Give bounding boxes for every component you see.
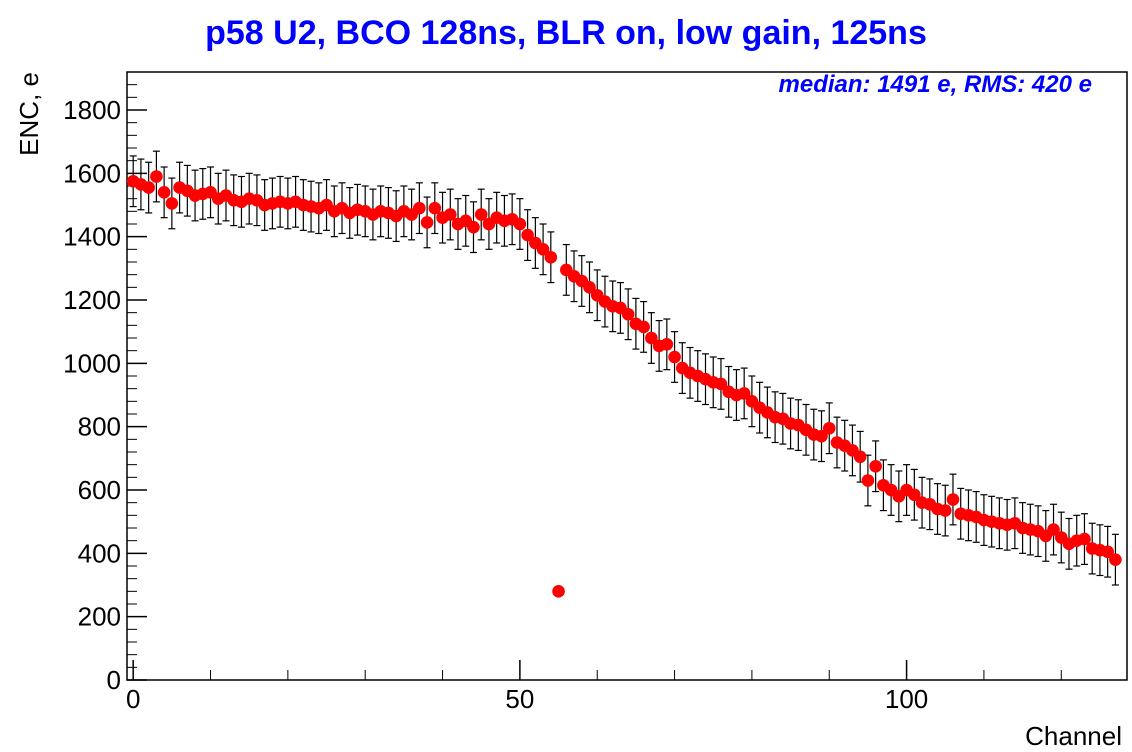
x-tick-label: 50 xyxy=(505,684,534,714)
y-tick-label: 1400 xyxy=(63,222,121,252)
x-tick-label: 0 xyxy=(126,684,140,714)
data-point xyxy=(420,216,434,229)
data-point xyxy=(660,338,674,351)
data-point xyxy=(467,220,480,234)
data-point xyxy=(869,459,882,473)
data-point xyxy=(1101,545,1114,559)
y-tick-label: 800 xyxy=(78,412,121,442)
data-point xyxy=(428,201,442,215)
data-point xyxy=(165,197,179,210)
y-tick-label: 600 xyxy=(78,475,121,505)
data-point xyxy=(521,228,534,242)
y-tick-label: 1800 xyxy=(63,95,121,125)
data-point xyxy=(544,250,558,264)
y-tick-label: 400 xyxy=(78,538,121,568)
x-tick-label: 100 xyxy=(885,684,928,714)
data-point xyxy=(443,208,457,221)
data-point xyxy=(668,350,681,364)
data-point xyxy=(1047,523,1060,536)
data-points xyxy=(126,170,1122,598)
x-axis-label: Channel xyxy=(1025,721,1122,751)
data-point xyxy=(513,217,527,231)
y-tick-label: 1200 xyxy=(63,285,121,315)
data-point xyxy=(157,186,171,199)
data-point xyxy=(621,307,635,321)
data-point xyxy=(946,493,960,506)
axes: 0 200 400 600 800 1000 1200 1400 1600 1800 0 50 100 xyxy=(63,71,1062,714)
data-point xyxy=(861,474,875,487)
data-point xyxy=(583,281,596,294)
y-tick-label: 0 xyxy=(107,665,121,695)
data-point xyxy=(815,429,828,443)
chart-title: p58 U2, BCO 128ns, BLR on, low gain, 125… xyxy=(205,14,927,52)
plot-frame xyxy=(126,71,1128,681)
data-point xyxy=(1078,532,1091,546)
data-point xyxy=(714,377,728,391)
data-point xyxy=(413,201,426,215)
data-point xyxy=(938,504,952,517)
data-point xyxy=(552,585,565,598)
data-point xyxy=(142,181,155,194)
data-point xyxy=(737,387,751,400)
y-tick-label: 1000 xyxy=(63,348,121,378)
data-point xyxy=(150,170,163,183)
data-point xyxy=(1109,553,1122,566)
data-point xyxy=(908,488,921,502)
y-tick-label: 1600 xyxy=(63,158,121,188)
data-point xyxy=(853,450,867,464)
y-tick-label: 200 xyxy=(78,602,121,632)
stats-annotation: median: 1491 e, RMS: 420 e xyxy=(779,71,1092,98)
data-point xyxy=(637,320,650,334)
data-point xyxy=(536,243,550,256)
data-point xyxy=(474,208,488,221)
data-point xyxy=(645,331,658,345)
y-axis-label: ENC, e xyxy=(14,72,44,156)
data-point xyxy=(822,421,836,435)
